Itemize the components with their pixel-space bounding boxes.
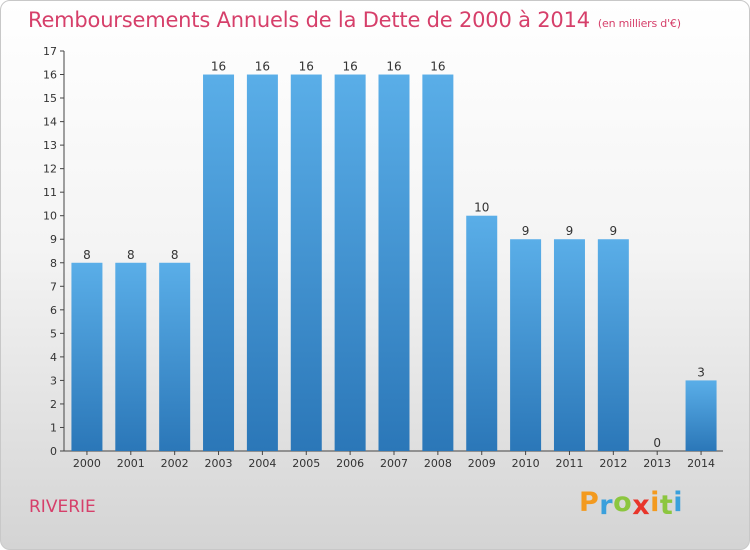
- y-tick-label: 12: [43, 163, 57, 176]
- y-tick-label: 5: [50, 327, 57, 340]
- chart-subtitle: (en milliers d'€): [597, 17, 681, 30]
- proxiti-logo[interactable]: Proxiti: [579, 487, 683, 523]
- x-tick-label: 2000: [73, 457, 101, 470]
- data-labels: 8 8 8 16 16 16 16 16 16 10 9 9 9 0 3: [83, 60, 705, 450]
- bar: [378, 74, 410, 451]
- x-tick-label: 2010: [512, 457, 540, 470]
- y-tick-label: 6: [50, 304, 57, 317]
- data-label: 3: [697, 365, 705, 379]
- x-tick-label: 2003: [205, 457, 233, 470]
- bar: [203, 74, 235, 451]
- y-tick-label: 8: [50, 257, 57, 270]
- logo-letter: x: [632, 490, 651, 521]
- x-tick-label: 2014: [687, 457, 715, 470]
- x-tick-label: 2013: [643, 457, 671, 470]
- data-label: 9: [610, 224, 618, 238]
- y-tick-label: 9: [50, 233, 57, 246]
- data-label: 8: [171, 248, 179, 262]
- data-label: 8: [83, 248, 91, 262]
- x-tick-label: 2004: [248, 457, 276, 470]
- bar: [115, 262, 147, 451]
- logo-letter: o: [613, 487, 633, 518]
- logo-letter: i: [673, 487, 684, 518]
- bar: [422, 74, 454, 451]
- y-tick-label: 11: [43, 186, 57, 199]
- bar: [597, 239, 629, 451]
- bar: [71, 262, 103, 451]
- chart-title: Remboursements Annuels de la Dette de 20…: [28, 8, 681, 32]
- bar: [246, 74, 278, 451]
- y-tick-label: 16: [43, 69, 57, 82]
- y-tick-label: 2: [50, 398, 57, 411]
- x-tick-label: 2001: [117, 457, 145, 470]
- data-label: 16: [386, 60, 401, 74]
- data-label: 16: [255, 60, 270, 74]
- y-tick-label: 15: [43, 92, 57, 105]
- bar: [159, 262, 191, 451]
- y-tick-label: 10: [43, 210, 57, 223]
- y-tick-label: 17: [43, 45, 57, 58]
- bar: [334, 74, 366, 451]
- commune-name: RIVERIE: [29, 497, 96, 517]
- data-label: 8: [127, 248, 135, 262]
- x-tick-label: 2002: [161, 457, 189, 470]
- data-label: 16: [299, 60, 314, 74]
- data-label: 10: [474, 201, 489, 215]
- x-tick-label: 2009: [468, 457, 496, 470]
- bar: [685, 380, 717, 451]
- y-tick-label: 3: [50, 374, 57, 387]
- y-tick-label: 13: [43, 139, 57, 152]
- x-tick-label: 2008: [424, 457, 452, 470]
- logo-letter: P: [579, 487, 600, 518]
- y-tick-label: 7: [50, 280, 57, 293]
- logo-letter: r: [599, 490, 614, 521]
- data-label: 9: [566, 224, 574, 238]
- x-tick-label: 2007: [380, 457, 408, 470]
- x-tick-label: 2006: [336, 457, 364, 470]
- data-label: 16: [211, 60, 226, 74]
- bar: [466, 215, 498, 451]
- bar: [553, 239, 585, 451]
- bars: [71, 74, 717, 451]
- y-tick-label: 14: [43, 116, 57, 129]
- data-label: 16: [342, 60, 357, 74]
- data-label: 16: [430, 60, 445, 74]
- x-tick-label: 2012: [599, 457, 627, 470]
- logo-letter: i: [650, 487, 660, 518]
- data-label: 0: [653, 436, 661, 450]
- x-tick-label: 2011: [555, 457, 583, 470]
- x-tick-label: 2005: [292, 457, 320, 470]
- logo-letter: t: [659, 490, 674, 521]
- y-tick-label: 4: [50, 351, 57, 364]
- chart-title-text: Remboursements Annuels de la Dette de 20…: [28, 8, 590, 32]
- bar: [290, 74, 322, 451]
- y-tick-label: 0: [50, 445, 57, 458]
- y-tick-label: 1: [50, 421, 57, 434]
- bar: [510, 239, 542, 451]
- data-label: 9: [522, 224, 530, 238]
